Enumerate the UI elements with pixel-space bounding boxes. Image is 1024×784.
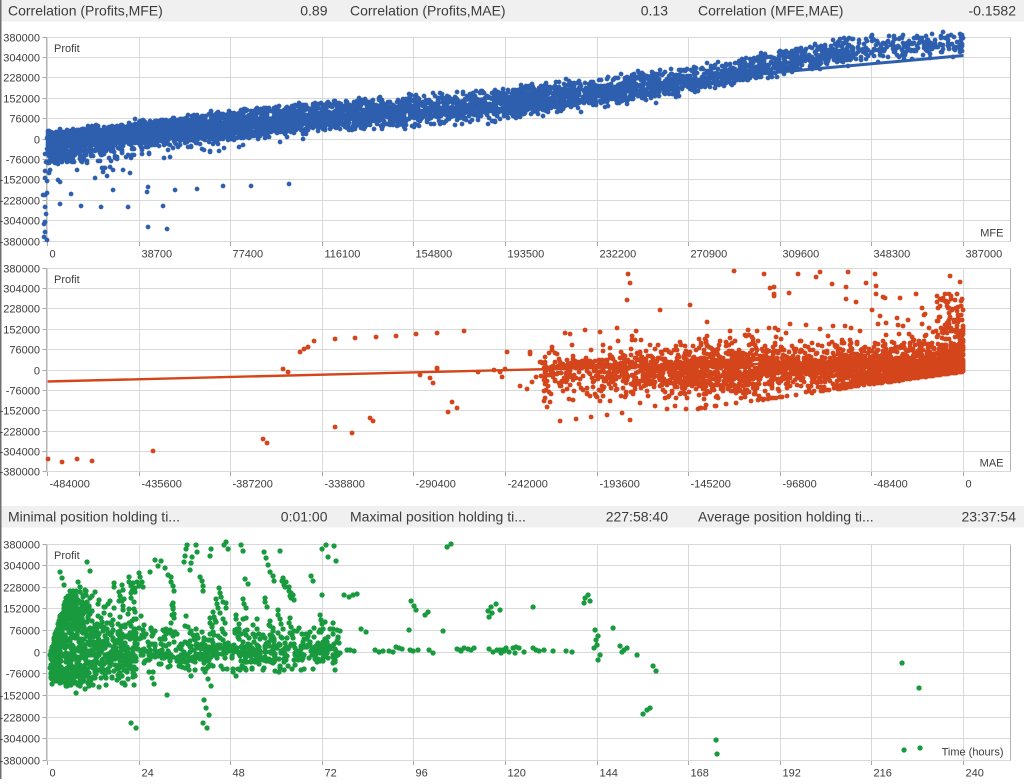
svg-text:192: 192 [783,768,801,780]
svg-text:380000: 380000 [3,539,40,551]
svg-text:Average position holding ti...: Average position holding ti... [698,509,874,525]
svg-text:-152000: -152000 [0,405,40,417]
svg-text:77400: 77400 [233,249,264,261]
svg-text:152000: 152000 [3,93,40,105]
svg-text:-145200: -145200 [691,479,731,491]
svg-text:0.13: 0.13 [641,2,668,18]
svg-text:Profit: Profit [54,550,80,562]
svg-text:-380000: -380000 [0,755,40,767]
svg-text:Profit: Profit [54,43,80,55]
svg-text:152000: 152000 [3,603,40,615]
svg-text:228000: 228000 [3,72,40,84]
svg-text:-228000: -228000 [0,195,40,207]
svg-text:348300: 348300 [874,249,911,261]
svg-text:Maximal position holding ti...: Maximal position holding ti... [350,509,526,525]
svg-text:0: 0 [34,365,40,377]
svg-text:96: 96 [416,768,428,780]
svg-text:Correlation (Profits,MAE): Correlation (Profits,MAE) [350,2,506,18]
svg-text:-242000: -242000 [508,479,548,491]
svg-text:0: 0 [966,479,972,491]
svg-text:-484000: -484000 [50,479,90,491]
svg-text:232200: 232200 [600,249,637,261]
svg-text:Correlation (Profits,MFE): Correlation (Profits,MFE) [8,2,163,18]
svg-text:-304000: -304000 [0,446,40,458]
svg-text:-304000: -304000 [0,733,40,745]
svg-text:76000: 76000 [9,113,40,125]
svg-text:38700: 38700 [142,249,173,261]
svg-text:168: 168 [691,768,709,780]
svg-text:304000: 304000 [3,52,40,64]
svg-text:-76000: -76000 [6,668,40,680]
svg-text:-48400: -48400 [874,479,908,491]
svg-text:Profit: Profit [54,274,80,286]
svg-text:-152000: -152000 [0,690,40,702]
svg-text:380000: 380000 [3,32,40,44]
svg-text:228000: 228000 [3,303,40,315]
svg-text:0.89: 0.89 [300,2,327,18]
svg-text:Minimal position holding ti...: Minimal position holding ti... [8,509,180,525]
svg-text:Correlation (MFE,MAE): Correlation (MFE,MAE) [698,2,843,18]
svg-text:-152000: -152000 [0,174,40,186]
svg-text:152000: 152000 [3,324,40,336]
svg-text:120: 120 [508,768,526,780]
svg-text:216: 216 [874,768,892,780]
svg-text:144: 144 [600,768,618,780]
svg-text:-96800: -96800 [783,479,817,491]
svg-text:-228000: -228000 [0,712,40,724]
svg-text:240: 240 [966,768,984,780]
svg-text:Time (hours): Time (hours) [942,747,1004,759]
svg-text:227:58:40: 227:58:40 [606,509,668,525]
svg-text:-193600: -193600 [600,479,640,491]
svg-text:MAE: MAE [980,458,1004,470]
svg-text:0:01:00: 0:01:00 [281,509,328,525]
svg-text:-290400: -290400 [416,479,456,491]
svg-text:193500: 193500 [508,249,545,261]
svg-text:154800: 154800 [416,249,453,261]
svg-text:270900: 270900 [691,249,728,261]
svg-text:228000: 228000 [3,582,40,594]
svg-text:0: 0 [50,768,56,780]
svg-text:76000: 76000 [9,344,40,356]
svg-text:MFE: MFE [980,228,1003,240]
svg-text:-387200: -387200 [233,479,273,491]
svg-text:116100: 116100 [325,249,361,261]
svg-text:48: 48 [233,768,245,780]
svg-text:23:37:54: 23:37:54 [962,509,1017,525]
svg-text:-380000: -380000 [0,236,40,248]
svg-text:-228000: -228000 [0,426,40,438]
svg-text:-0.1582: -0.1582 [969,2,1017,18]
svg-text:304000: 304000 [3,283,40,295]
svg-text:-76000: -76000 [6,385,40,397]
svg-text:380000: 380000 [3,263,40,275]
svg-text:-304000: -304000 [0,215,40,227]
svg-text:-380000: -380000 [0,466,40,478]
svg-text:72: 72 [325,768,337,780]
svg-text:-338800: -338800 [325,479,365,491]
svg-text:-435600: -435600 [142,479,182,491]
svg-text:76000: 76000 [9,625,40,637]
svg-text:-76000: -76000 [6,154,40,166]
svg-text:24: 24 [142,768,154,780]
svg-text:0: 0 [34,647,40,659]
svg-text:0: 0 [34,134,40,146]
svg-text:0: 0 [50,249,56,261]
svg-text:387000: 387000 [966,249,1003,261]
svg-text:304000: 304000 [3,560,40,572]
svg-text:309600: 309600 [783,249,820,261]
